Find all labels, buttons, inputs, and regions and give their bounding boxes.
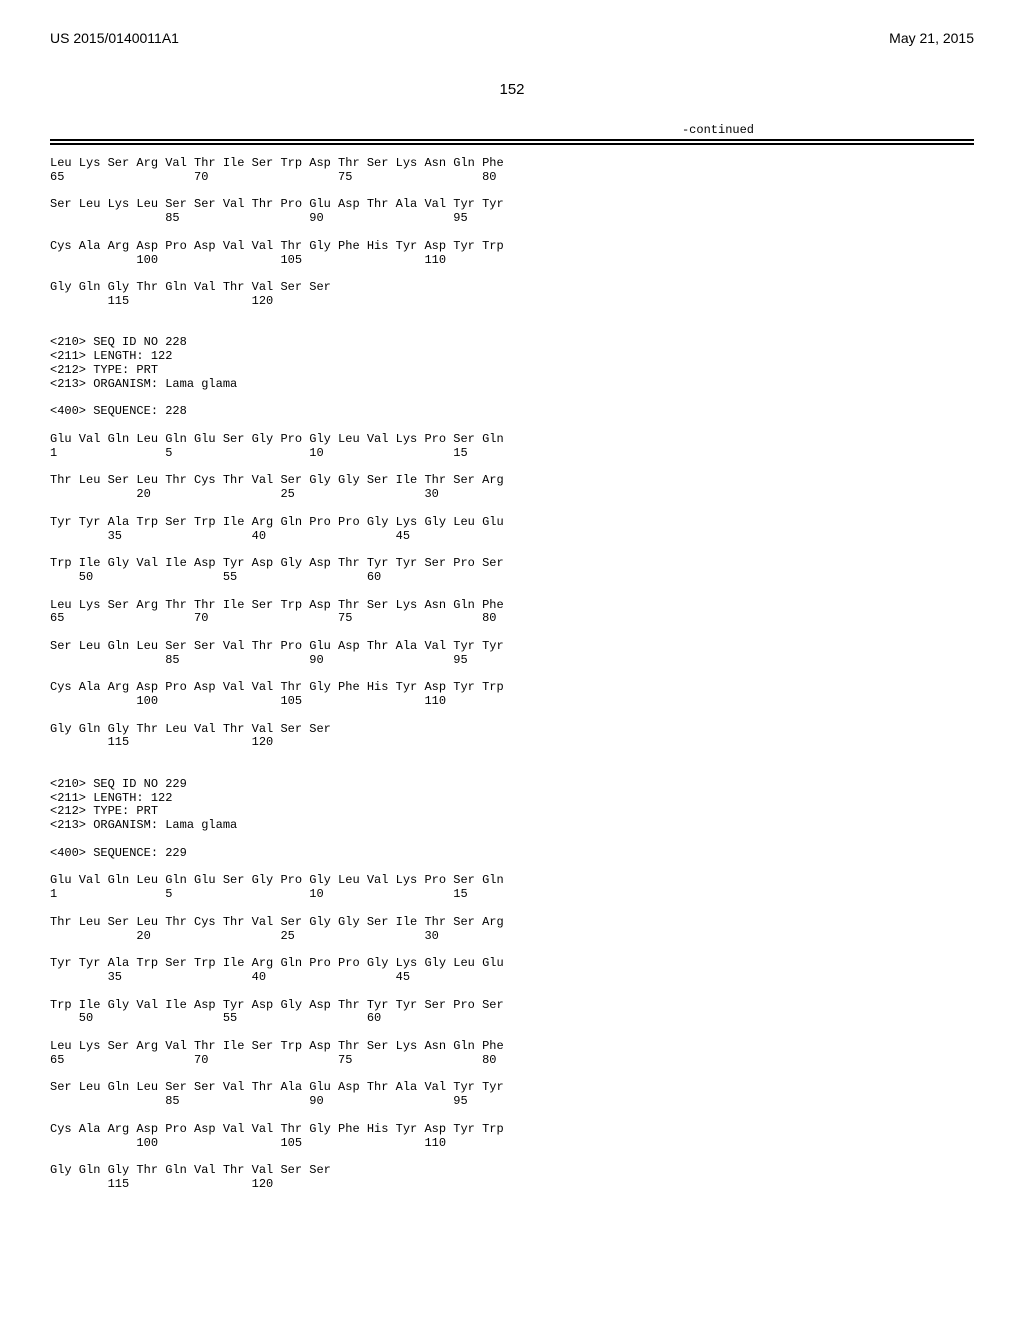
publication-date: May 21, 2015 <box>889 30 974 46</box>
divider-bottom <box>50 143 974 145</box>
divider-top <box>50 139 974 141</box>
document-header: US 2015/0140011A1 May 21, 2015 <box>50 30 974 46</box>
continued-section: -continued <box>50 123 974 145</box>
page-number: 152 <box>50 81 974 98</box>
sequence-listing: Leu Lys Ser Arg Val Thr Ile Ser Trp Asp … <box>50 157 974 1192</box>
publication-number: US 2015/0140011A1 <box>50 30 179 46</box>
continued-label: -continued <box>50 123 974 137</box>
